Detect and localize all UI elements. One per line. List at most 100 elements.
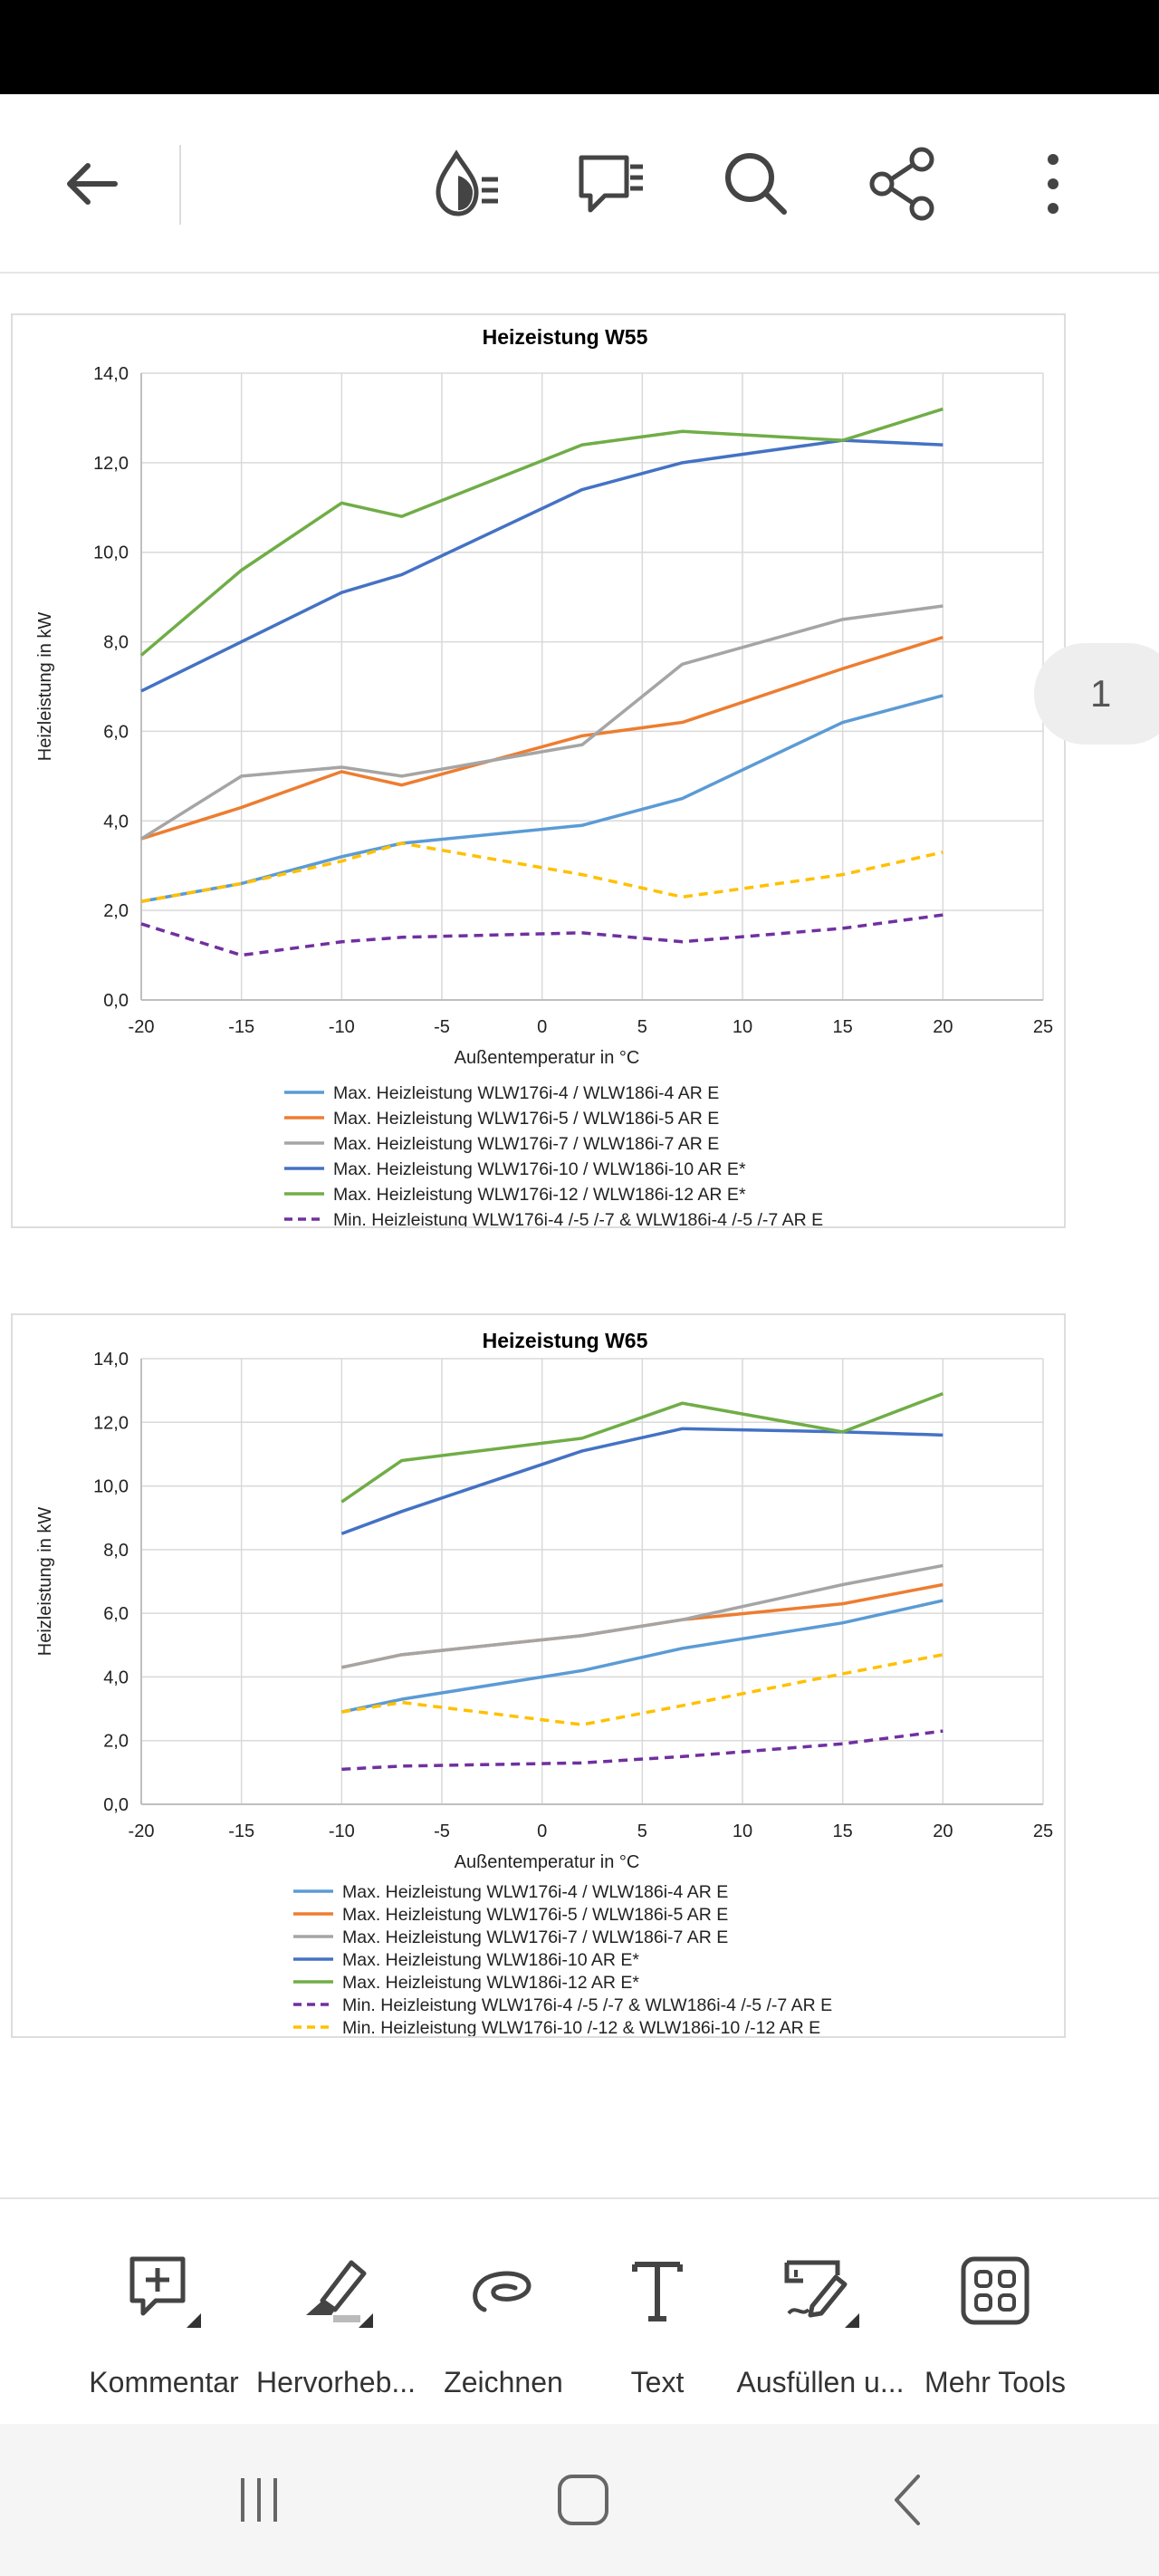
series-line-4 xyxy=(140,438,943,693)
legend-entry: Max. Heizleistung WLW176i-7 / WLW186i-7 … xyxy=(333,1134,719,1154)
x-axis-label: Außentemperatur in °C xyxy=(455,1048,640,1068)
recent-apps-button[interactable] xyxy=(214,2464,304,2536)
tool-text-label: Text xyxy=(630,2366,685,2398)
fill-sign-icon xyxy=(784,2260,859,2328)
y-tick-label: 0,0 xyxy=(103,991,129,1011)
tool-hervorheben[interactable]: Hervorheb... xyxy=(250,2199,422,2426)
x-tick-label: -20 xyxy=(129,1017,155,1037)
y-tick-label: 4,0 xyxy=(103,812,129,831)
x-tick-label: 20 xyxy=(933,1821,953,1841)
search-button[interactable] xyxy=(706,134,806,234)
system-nav-bar xyxy=(0,2424,1159,2576)
read-mode-button[interactable] xyxy=(417,134,516,234)
y-tick-label: 12,0 xyxy=(93,1413,129,1433)
text-icon xyxy=(632,2262,683,2321)
back-icon xyxy=(895,2475,920,2525)
tool-mehr-tools[interactable]: Mehr Tools xyxy=(911,2199,1079,2426)
series-line-6 xyxy=(341,1729,943,1772)
more-options-button[interactable] xyxy=(1003,134,1103,234)
status-bar xyxy=(0,0,1159,94)
legend-entry: Max. Heizleistung WLW186i-10 AR E* xyxy=(342,1950,639,1970)
back-arrow-button[interactable] xyxy=(42,134,141,234)
series-line-7 xyxy=(140,841,943,903)
y-tick-label: 14,0 xyxy=(93,364,129,384)
more-vertical-icon xyxy=(1048,154,1058,214)
series-line-5 xyxy=(139,407,943,657)
search-icon xyxy=(725,153,787,215)
comments-icon xyxy=(579,155,643,213)
x-tick-label: 5 xyxy=(637,1821,647,1841)
x-tick-label: 25 xyxy=(1033,1821,1053,1841)
chart-w65-svg: Heizeistung W65 0,0 2,0 4,0 6,0 8,0 10,0 12,0 14… xyxy=(35,1329,1053,2036)
y-tick-label: 6,0 xyxy=(103,722,129,742)
x-tick-label: -15 xyxy=(228,1821,254,1841)
legend-entry: Min. Heizleistung WLW176i-4 /-5 /-7 & WL… xyxy=(342,1995,832,2015)
legend-entry: Max. Heizleistung WLW176i-4 / WLW186i-4 … xyxy=(342,1882,728,1902)
series-line-6 xyxy=(140,913,943,957)
tool-mehr-tools-label: Mehr Tools xyxy=(924,2366,1066,2398)
legend-entry: Max. Heizleistung WLW176i-10 / WLW186i-1… xyxy=(333,1159,746,1179)
legend-entry: Min. Heizleistung WLW176i-10 /-12 & WLW1… xyxy=(342,2018,820,2036)
arrow-left-icon xyxy=(67,163,118,205)
series-line-5 xyxy=(340,1392,943,1504)
x-tick-label: -10 xyxy=(329,1821,355,1841)
comment-add-icon xyxy=(129,2256,201,2328)
tool-ausfuellen[interactable]: Ausfüllen u... xyxy=(730,2199,911,2426)
share-button[interactable] xyxy=(855,134,954,234)
comments-button[interactable] xyxy=(561,134,661,234)
y-tick-label: 8,0 xyxy=(103,1541,129,1561)
y-tick-label: 10,0 xyxy=(93,1477,129,1497)
legend-entry: Max. Heizleistung WLW176i-5 / WLW186i-5 … xyxy=(342,1905,728,1925)
x-tick-label: 0 xyxy=(537,1821,547,1841)
y-tick-label: 4,0 xyxy=(103,1668,129,1687)
pdf-page[interactable]: Heizeistung W55 0,0 2,0 4,0 6,0 8,0 10,0 12,0 14… xyxy=(0,274,1159,2197)
tool-kommentar-label: Kommentar xyxy=(89,2366,239,2398)
home-button[interactable] xyxy=(538,2464,628,2536)
y-tick-label: 10,0 xyxy=(93,543,129,563)
series-line-4 xyxy=(340,1427,943,1535)
x-tick-label: -20 xyxy=(129,1821,155,1841)
system-back-button[interactable] xyxy=(864,2464,954,2536)
x-tick-label: 5 xyxy=(637,1017,647,1037)
top-toolbar xyxy=(0,94,1159,274)
series-line-7 xyxy=(341,1653,943,1726)
tool-zeichnen[interactable]: Zeichnen xyxy=(422,2199,585,2426)
y-tick-label: 14,0 xyxy=(93,1350,129,1370)
y-tick-label: 6,0 xyxy=(103,1604,129,1624)
tool-hervorheben-label: Hervorheb... xyxy=(255,2366,417,2398)
tool-ausfuellen-label: Ausfüllen u... xyxy=(736,2366,905,2398)
y-tick-label: 8,0 xyxy=(103,633,129,653)
x-tick-label: 10 xyxy=(733,1017,752,1037)
series-line-1 xyxy=(140,694,943,903)
legend-entry: Max. Heizleistung WLW186i-12 AR E* xyxy=(342,1973,639,1993)
chart-w65: Heizeistung W65 0,0 2,0 4,0 6,0 8,0 10,0 12,0 14… xyxy=(11,1313,1066,2038)
x-tick-label: 15 xyxy=(833,1821,853,1841)
bottom-tools-bar: Kommentar Hervorheb... Zeichnen Text Aus… xyxy=(0,2197,1159,2426)
toolbar-divider xyxy=(179,145,181,225)
tool-text[interactable]: Text xyxy=(585,2199,730,2426)
chart-title: Heizeistung W55 xyxy=(483,325,648,349)
x-tick-label: -10 xyxy=(329,1017,355,1037)
share-icon xyxy=(869,147,934,221)
page-number-badge[interactable]: 1 xyxy=(1034,643,1159,745)
x-tick-label: 15 xyxy=(833,1017,853,1037)
grid-icon xyxy=(961,2256,1030,2325)
y-tick-label: 0,0 xyxy=(103,1795,129,1815)
x-tick-label: 0 xyxy=(537,1017,547,1037)
highlighter-icon xyxy=(306,2260,373,2328)
chart-title: Heizeistung W65 xyxy=(483,1329,648,1352)
tool-kommentar[interactable]: Kommentar xyxy=(78,2199,250,2426)
y-tick-label: 12,0 xyxy=(93,454,129,474)
x-tick-label: -5 xyxy=(434,1821,450,1841)
x-tick-label: -15 xyxy=(228,1017,254,1037)
x-tick-label: -5 xyxy=(434,1017,450,1037)
y-tick-label: 2,0 xyxy=(103,901,129,921)
page-number: 1 xyxy=(1090,672,1112,715)
legend-entry: Max. Heizleistung WLW176i-5 / WLW186i-5 … xyxy=(333,1109,719,1129)
y-axis-label: Heizleistung in kW xyxy=(35,1507,55,1657)
x-tick-label: 25 xyxy=(1033,1017,1053,1037)
legend-entry: Max. Heizleistung WLW176i-7 / WLW186i-7 … xyxy=(342,1927,728,1947)
x-tick-label: 20 xyxy=(933,1017,953,1037)
series-line-3 xyxy=(140,604,943,841)
chart-w55: Heizeistung W55 0,0 2,0 4,0 6,0 8,0 10,0 12,0 14… xyxy=(11,313,1066,1228)
